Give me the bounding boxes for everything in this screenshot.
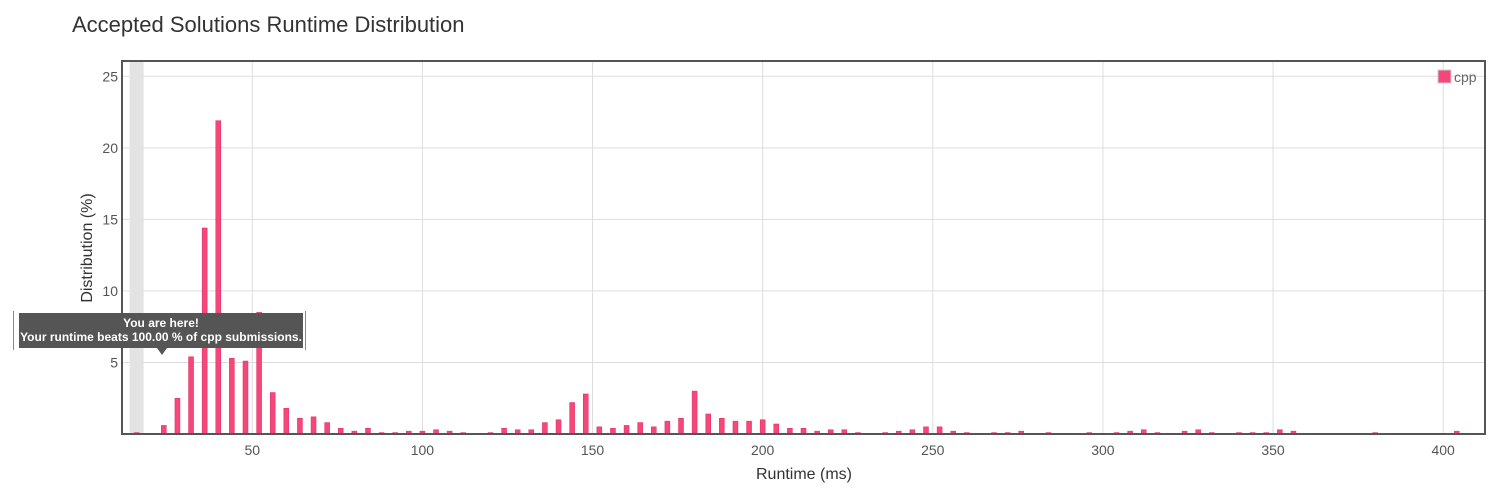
bar[interactable]: [324, 422, 330, 435]
x-axis-label: Runtime (ms): [756, 466, 852, 483]
bar[interactable]: [678, 418, 684, 435]
runtime-tooltip: You are here! Your runtime beats 100.00 …: [19, 313, 303, 348]
x-tick-label: 400: [1431, 442, 1455, 458]
bar[interactable]: [623, 425, 630, 435]
bar[interactable]: [773, 423, 780, 435]
y-tick-label: 15: [102, 211, 118, 227]
legend-label: cpp: [1454, 69, 1477, 85]
bar[interactable]: [283, 407, 290, 435]
bar[interactable]: [242, 360, 249, 435]
bar[interactable]: [759, 419, 766, 435]
highlight-layer: [129, 62, 144, 434]
bar[interactable]: [188, 356, 194, 435]
bar[interactable]: [732, 420, 739, 435]
bar-layer: [133, 120, 1460, 435]
plot-frame: [121, 60, 1486, 435]
bar[interactable]: [596, 426, 603, 435]
bar[interactable]: [923, 426, 929, 435]
bar[interactable]: [542, 422, 548, 435]
x-tick-labels: 50 100 150 200 250 300 350 400: [245, 442, 1456, 458]
tooltip-pointer: [157, 348, 167, 355]
y-tick-label: 5: [110, 354, 118, 370]
y-tick-labels: 5 10 15 20 25: [102, 68, 118, 370]
bar[interactable]: [664, 420, 671, 435]
bar[interactable]: [705, 413, 711, 435]
bar[interactable]: [936, 426, 943, 435]
tooltip-bracket-left: [13, 311, 14, 350]
chart-title: Accepted Solutions Runtime Distribution: [72, 12, 465, 37]
x-tick-label: 300: [1091, 442, 1115, 458]
your-runtime-highlight: [129, 62, 144, 434]
bar[interactable]: [746, 420, 752, 435]
legend-swatch: [1437, 69, 1452, 84]
bar[interactable]: [215, 120, 222, 435]
bar[interactable]: [691, 390, 698, 435]
y-tick-label: 20: [102, 140, 118, 156]
tooltip-line-2: Your runtime beats 100.00 % of cpp submi…: [20, 330, 302, 344]
bar[interactable]: [174, 397, 181, 435]
x-tick-label: 200: [751, 442, 775, 458]
grid-layer: [123, 62, 1484, 434]
x-tick-label: 150: [581, 442, 605, 458]
legend[interactable]: cpp: [1437, 69, 1477, 85]
bar[interactable]: [297, 418, 303, 435]
bar[interactable]: [310, 416, 317, 435]
bar[interactable]: [161, 425, 167, 435]
y-tick-label: 10: [102, 283, 118, 299]
x-tick-label: 100: [411, 442, 435, 458]
y-tick-label: 25: [102, 68, 118, 84]
tooltip-bracket-right: [305, 311, 306, 350]
bar[interactable]: [582, 393, 589, 435]
bar[interactable]: [269, 392, 276, 435]
y-axis-label: Distribution (%): [79, 193, 96, 302]
bar[interactable]: [555, 419, 562, 435]
bar[interactable]: [229, 357, 235, 435]
x-tick-label: 50: [245, 442, 261, 458]
bar[interactable]: [719, 418, 725, 435]
tooltip-line-1: You are here!: [123, 316, 199, 330]
bar[interactable]: [569, 402, 575, 435]
x-tick-label: 350: [1261, 442, 1285, 458]
bar[interactable]: [651, 426, 657, 435]
x-tick-label: 250: [921, 442, 945, 458]
bar[interactable]: [637, 422, 643, 435]
